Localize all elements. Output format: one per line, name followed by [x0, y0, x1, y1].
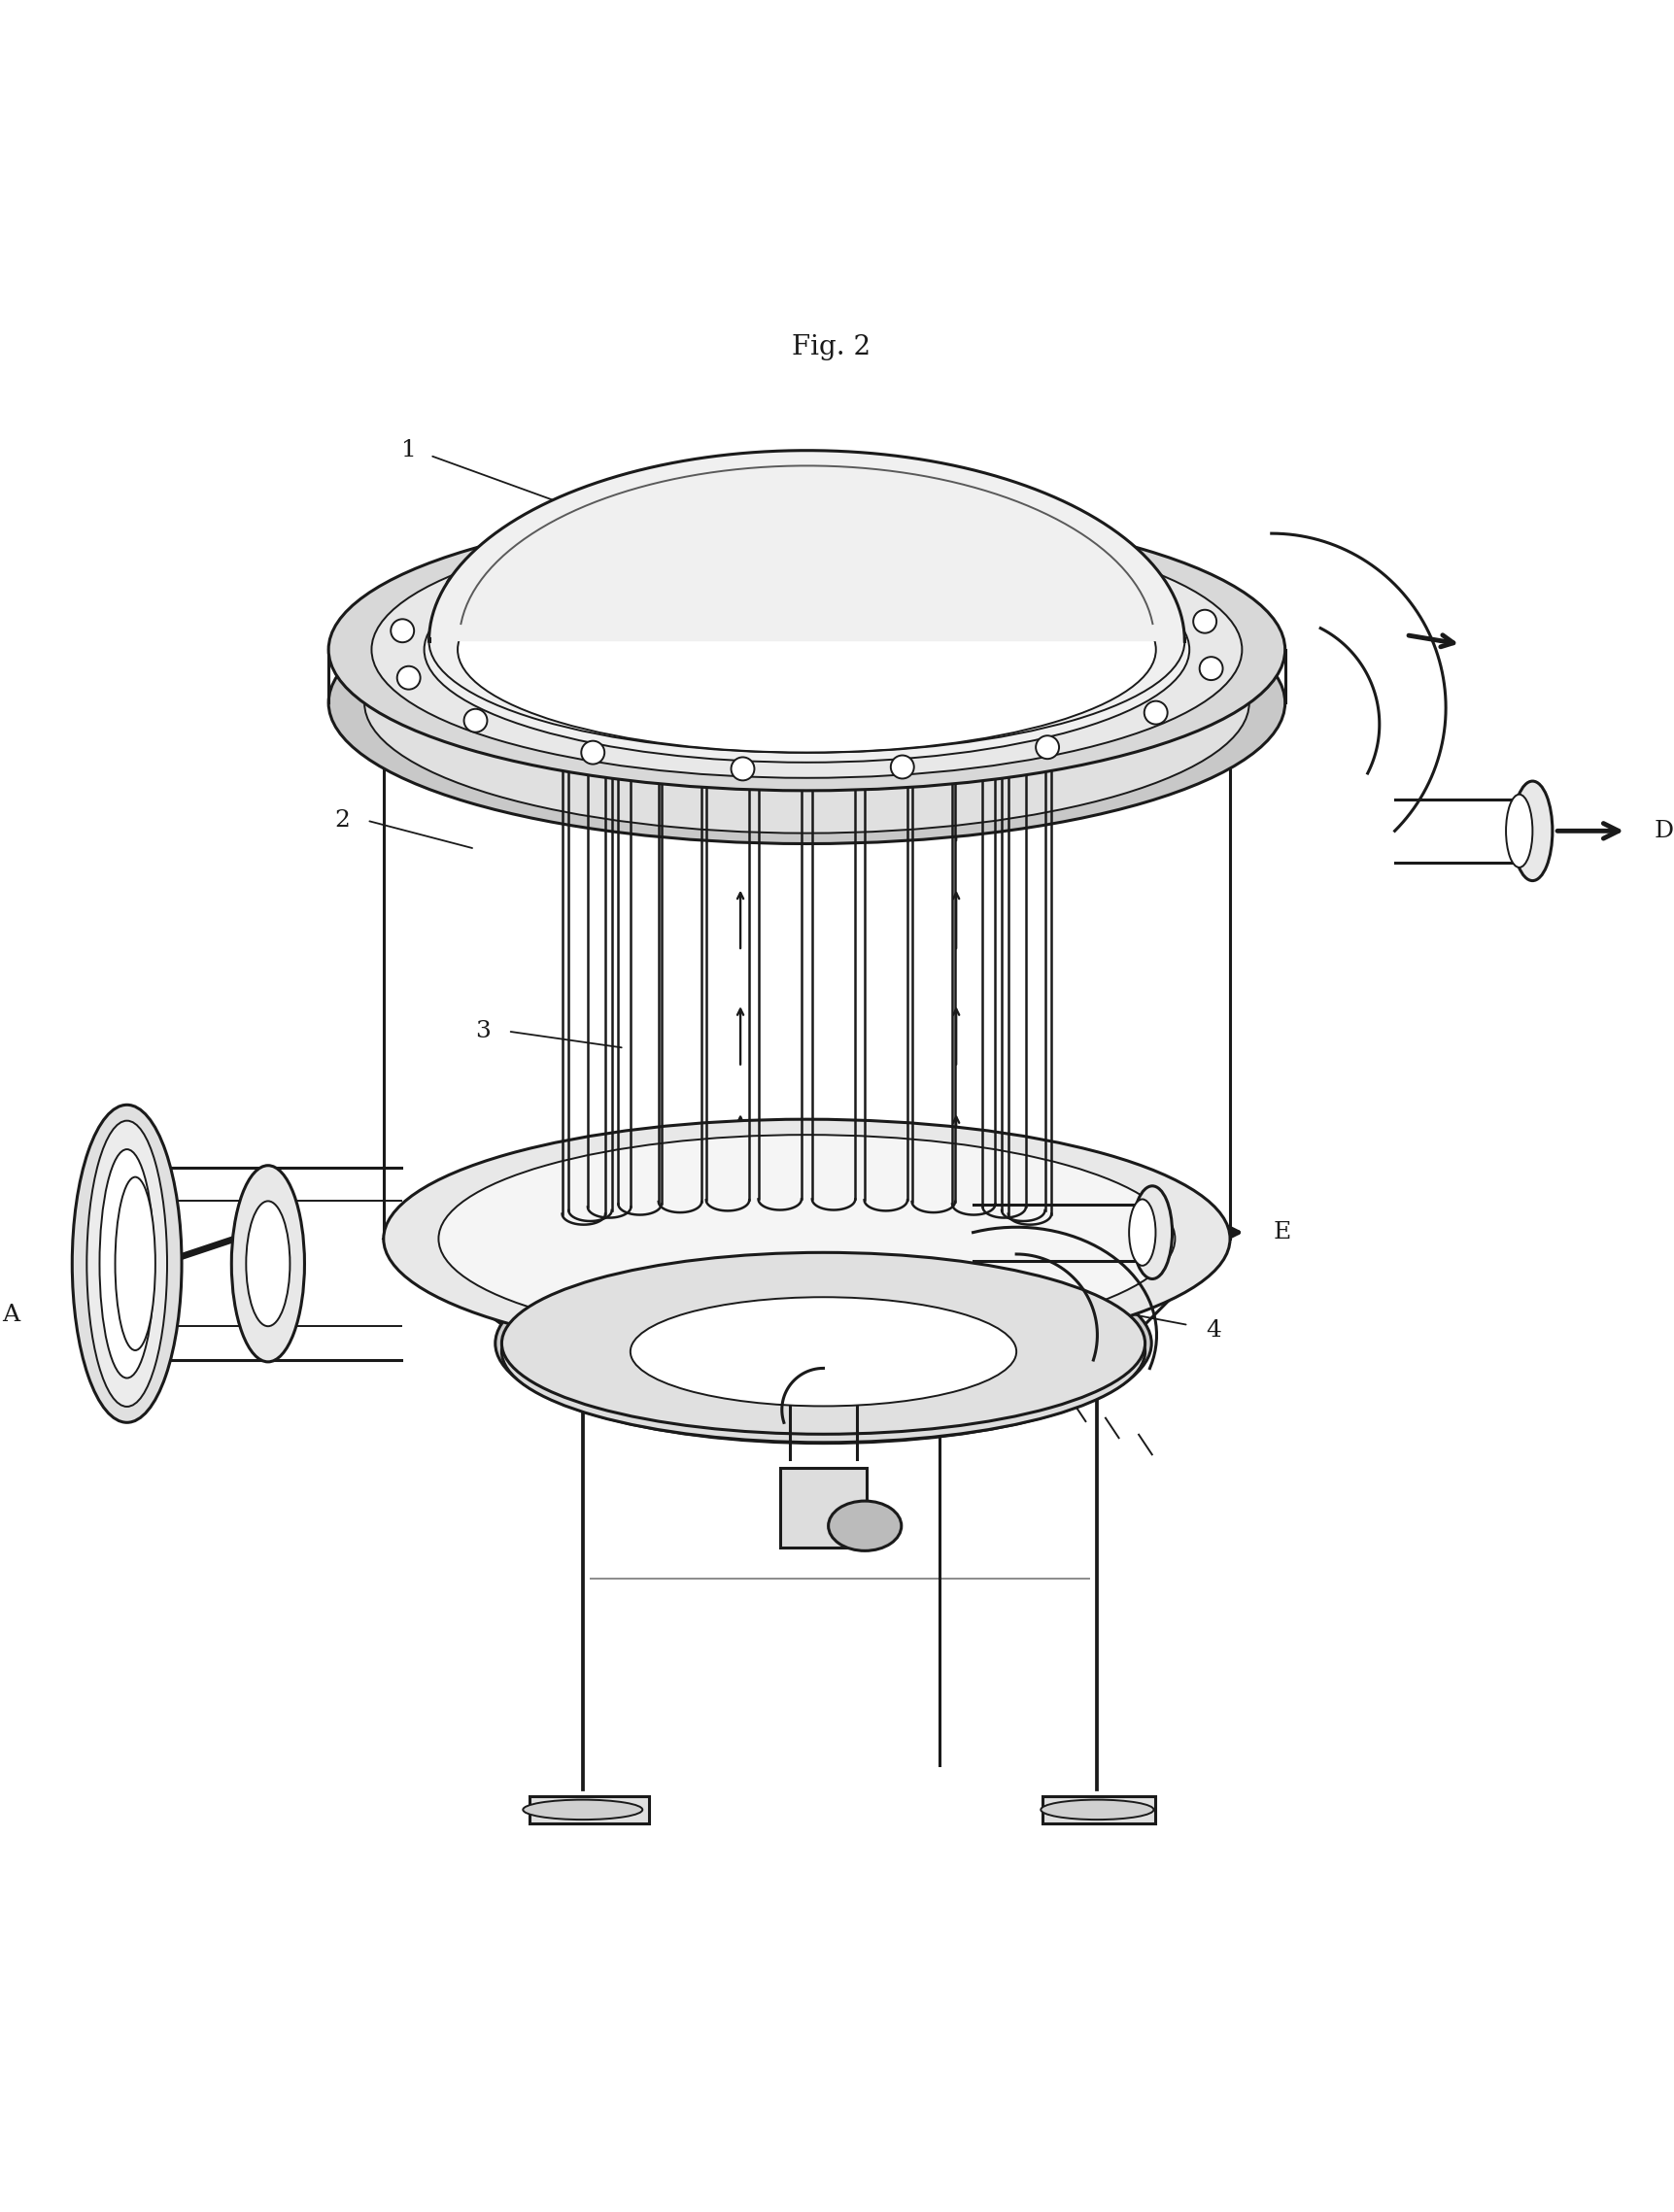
Polygon shape: [383, 546, 1229, 1239]
Ellipse shape: [502, 1252, 1145, 1433]
Ellipse shape: [328, 562, 1284, 843]
Text: 1: 1: [400, 440, 415, 462]
Ellipse shape: [1040, 1801, 1153, 1820]
Text: A: A: [579, 1152, 594, 1175]
Text: D: D: [1652, 821, 1672, 843]
Circle shape: [554, 540, 578, 564]
Ellipse shape: [434, 562, 1178, 772]
Ellipse shape: [99, 1150, 154, 1378]
Ellipse shape: [629, 1296, 1016, 1407]
Ellipse shape: [372, 522, 1242, 779]
Ellipse shape: [1132, 1186, 1172, 1279]
Ellipse shape: [1128, 1199, 1155, 1265]
Text: 3: 3: [475, 1020, 490, 1042]
Text: E: E: [1272, 1221, 1291, 1243]
Text: A: A: [2, 1303, 20, 1327]
Ellipse shape: [246, 1201, 290, 1327]
Circle shape: [1143, 701, 1167, 723]
Circle shape: [397, 666, 420, 690]
Circle shape: [464, 708, 487, 732]
Ellipse shape: [618, 641, 661, 655]
Ellipse shape: [328, 509, 1284, 790]
Ellipse shape: [911, 637, 954, 653]
Ellipse shape: [588, 644, 631, 659]
Circle shape: [859, 520, 882, 542]
Circle shape: [700, 520, 723, 544]
Text: C': C': [889, 1365, 912, 1387]
Ellipse shape: [72, 1104, 181, 1422]
Ellipse shape: [522, 1801, 643, 1820]
Ellipse shape: [496, 1243, 1150, 1442]
Ellipse shape: [983, 644, 1024, 659]
Ellipse shape: [812, 635, 855, 650]
Ellipse shape: [231, 1166, 305, 1363]
Text: Fig. 2: Fig. 2: [792, 334, 870, 361]
Ellipse shape: [706, 637, 748, 653]
Circle shape: [891, 754, 914, 779]
Ellipse shape: [1008, 650, 1051, 666]
Circle shape: [1035, 737, 1058, 759]
Ellipse shape: [502, 1261, 1145, 1442]
FancyBboxPatch shape: [529, 1796, 650, 1823]
Circle shape: [732, 757, 753, 781]
Ellipse shape: [951, 641, 994, 655]
Ellipse shape: [829, 1502, 901, 1551]
Ellipse shape: [1512, 781, 1552, 880]
Circle shape: [445, 575, 469, 597]
Bar: [780, 1469, 865, 1548]
Text: {: {: [725, 765, 755, 783]
Ellipse shape: [365, 573, 1249, 834]
Ellipse shape: [562, 650, 604, 666]
Ellipse shape: [758, 635, 802, 650]
Ellipse shape: [1505, 794, 1532, 867]
Text: B: B: [748, 759, 763, 781]
Ellipse shape: [864, 637, 907, 653]
Circle shape: [1008, 535, 1031, 557]
Ellipse shape: [566, 1279, 1080, 1425]
Ellipse shape: [457, 546, 1155, 752]
Ellipse shape: [439, 1135, 1175, 1343]
Ellipse shape: [424, 538, 1189, 763]
Ellipse shape: [567, 646, 611, 661]
FancyBboxPatch shape: [1041, 1796, 1155, 1823]
Polygon shape: [429, 451, 1184, 641]
Text: 4: 4: [1205, 1318, 1220, 1340]
Circle shape: [1125, 566, 1148, 591]
Text: C: C: [964, 763, 981, 785]
Circle shape: [1199, 657, 1222, 679]
Ellipse shape: [87, 1121, 167, 1407]
Circle shape: [1192, 611, 1215, 633]
Ellipse shape: [658, 637, 701, 653]
Ellipse shape: [116, 1177, 156, 1349]
Ellipse shape: [1001, 646, 1045, 661]
Circle shape: [581, 741, 604, 763]
Circle shape: [390, 619, 413, 641]
Ellipse shape: [383, 1119, 1229, 1358]
Ellipse shape: [382, 546, 1232, 785]
Text: 2: 2: [335, 810, 350, 832]
